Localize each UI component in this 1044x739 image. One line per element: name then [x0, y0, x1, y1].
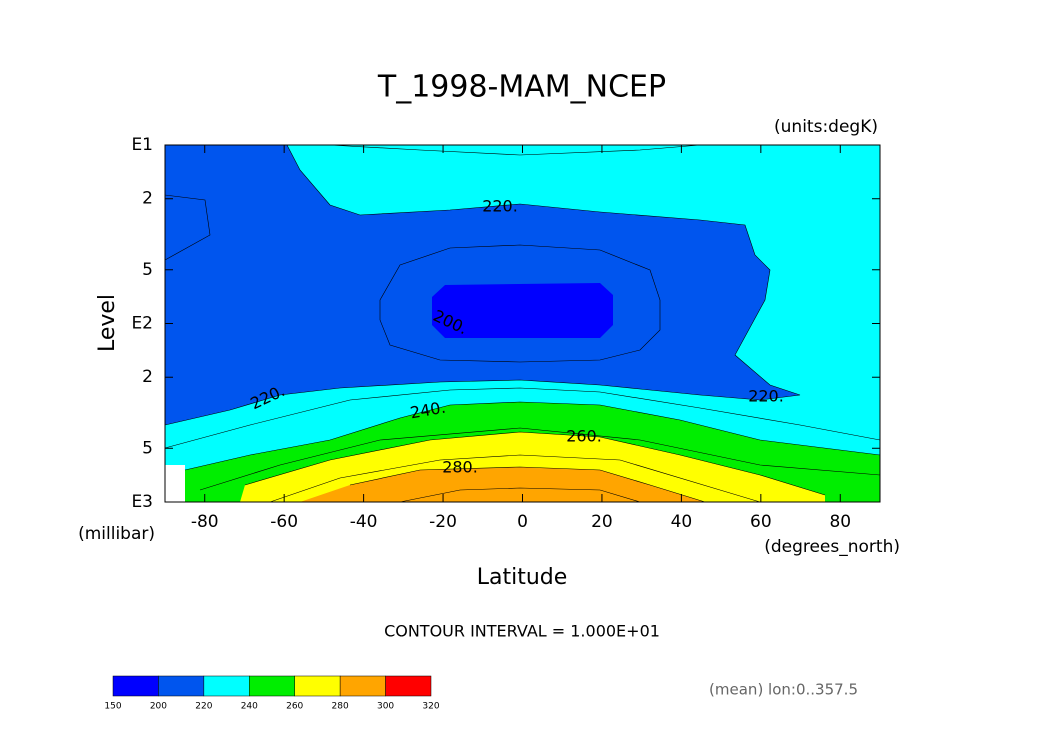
- colorbar-label: 300: [377, 702, 394, 712]
- y-tick-label: E3: [131, 492, 153, 512]
- contour-lines: [164, 144, 881, 503]
- x-tick-label: -80: [191, 512, 219, 532]
- missing-region: [165, 465, 185, 502]
- colorbar-label: 150: [104, 702, 121, 712]
- x-tick-label: 60: [750, 512, 772, 532]
- colorbar-swatch: [339, 675, 386, 697]
- contour-fills: [165, 145, 880, 502]
- contour-line: [379, 244, 661, 363]
- y-tick-label: 2: [142, 189, 153, 209]
- colorbar-label: 260: [286, 702, 303, 712]
- units-note: (units:degK): [774, 117, 878, 137]
- contour-line: [164, 387, 881, 449]
- chart-title: T_1998-MAM_NCEP: [377, 70, 666, 105]
- y-tick-label: 5: [142, 260, 153, 280]
- x-tick-label: 40: [671, 512, 693, 532]
- x-tick-label: -40: [350, 512, 378, 532]
- contour-line: [349, 466, 706, 503]
- y-tick-label: E2: [131, 314, 153, 334]
- contour-line: [329, 144, 701, 156]
- contour-line: [184, 401, 881, 471]
- contour-line: [399, 487, 641, 503]
- colorbar-label: 320: [422, 702, 439, 712]
- contour-label: 260.: [566, 427, 602, 446]
- x-tick-label: 20: [591, 512, 613, 532]
- colorbar-swatch: [203, 675, 250, 697]
- contour-label: 220.: [748, 387, 784, 406]
- x-units: (degrees_north): [764, 537, 900, 557]
- y-axis-title: Level: [95, 294, 120, 352]
- contour-fill: [300, 467, 705, 502]
- colorbar-swatch: [158, 675, 205, 697]
- contour-label: 220.: [482, 197, 518, 216]
- y-tick-label: E1: [131, 135, 153, 155]
- contour-line: [164, 194, 211, 261]
- y-tick-label: 5: [142, 438, 153, 458]
- colorbar-label: 200: [150, 702, 167, 712]
- colorbar-label: 240: [241, 702, 258, 712]
- y-tick-label: 2: [142, 367, 153, 387]
- x-tick-label: 80: [829, 512, 851, 532]
- colorbar-swatch: [249, 675, 295, 697]
- colorbar-label: 220: [195, 702, 212, 712]
- contour-fill: [432, 283, 613, 338]
- x-tick-label: -20: [429, 512, 457, 532]
- y-units: (millibar): [78, 524, 155, 544]
- x-tick-label: 0: [517, 512, 528, 532]
- contour-line: [269, 454, 761, 503]
- contour-interval: CONTOUR INTERVAL = 1.000E+01: [384, 622, 660, 641]
- x-tick-label: -60: [270, 512, 298, 532]
- contour-line: [164, 144, 801, 426]
- colorbar-swatch: [385, 675, 432, 697]
- colorbar-swatch: [294, 675, 341, 697]
- contour-line: [199, 427, 881, 491]
- contour-label: 280.: [442, 458, 478, 477]
- x-axis-title: Latitude: [477, 565, 568, 590]
- footnote: (mean) lon:0..357.5: [709, 681, 858, 699]
- contour-line: [244, 431, 826, 496]
- colorbar-label: 280: [332, 702, 349, 712]
- colorbar-swatch: [112, 675, 159, 697]
